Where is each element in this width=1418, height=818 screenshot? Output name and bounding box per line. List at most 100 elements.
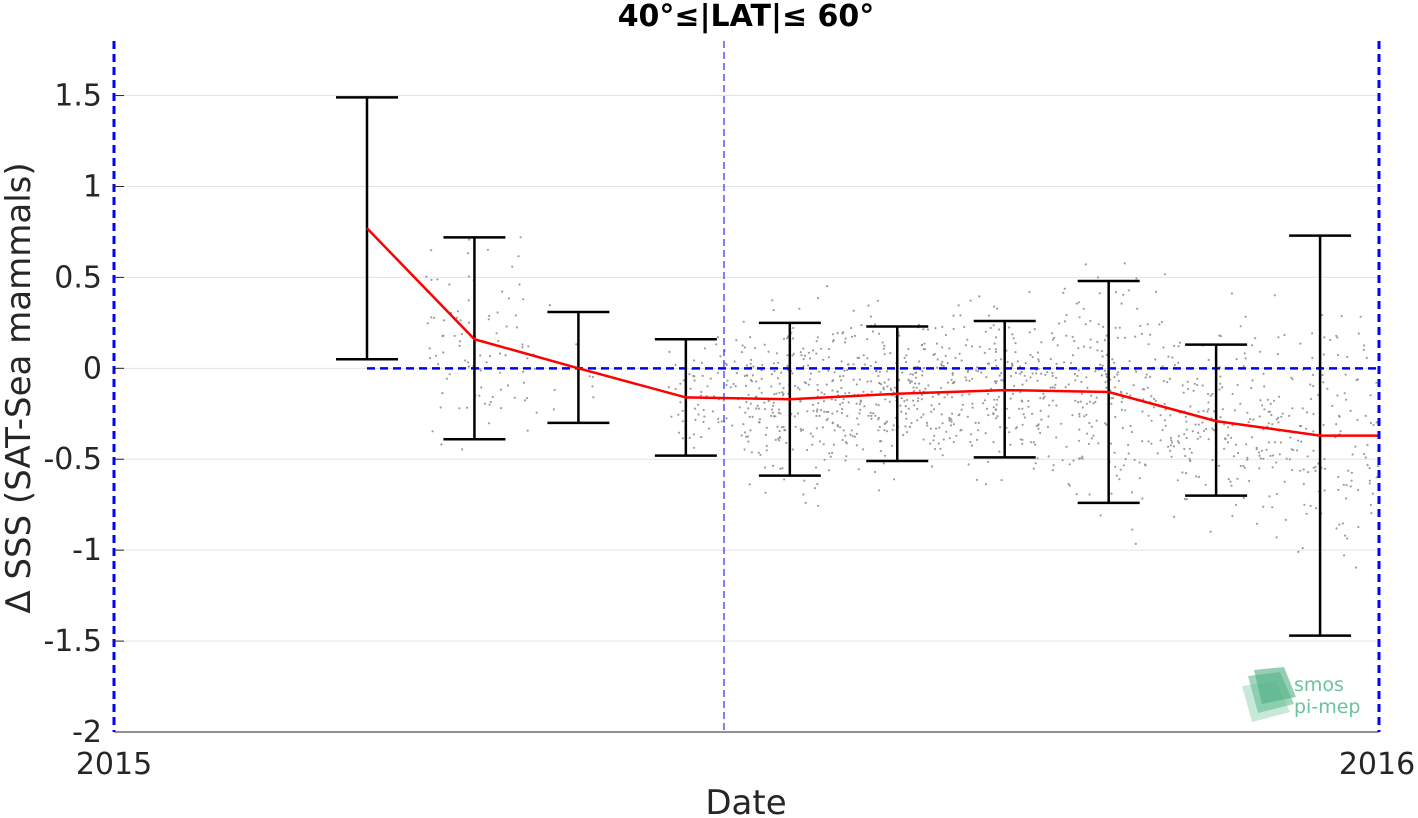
scatter-point — [751, 374, 755, 377]
scatter-point — [1099, 363, 1102, 366]
scatter-point — [461, 448, 464, 451]
scatter-point — [862, 354, 865, 357]
scatter-point — [1254, 337, 1257, 340]
scatter-point — [1161, 365, 1164, 368]
scatter-point — [1149, 375, 1152, 378]
scatter-point — [833, 429, 836, 432]
scatter-point — [682, 379, 685, 382]
scatter-point — [1055, 436, 1058, 439]
scatter-point — [1082, 307, 1085, 310]
scatter-point — [944, 333, 948, 337]
scatter-point — [1021, 442, 1024, 445]
scatter-point — [743, 431, 747, 434]
scatter-point — [844, 441, 848, 444]
scatter-point — [1270, 413, 1273, 417]
scatter-point — [984, 483, 988, 486]
scatter-point — [430, 249, 433, 252]
scatter-point — [826, 285, 829, 288]
scatter-point — [941, 360, 944, 363]
scatter-point — [707, 427, 711, 430]
scatter-point — [1323, 489, 1326, 492]
scatter-point — [1152, 406, 1155, 409]
scatter-point — [877, 416, 881, 419]
scatter-point — [763, 401, 766, 404]
scatter-point — [1089, 400, 1092, 403]
scatter-point — [488, 403, 491, 406]
scatter-point — [430, 316, 433, 319]
scatter-point — [994, 350, 998, 353]
scatter-point — [468, 238, 471, 241]
scatter-point — [1211, 459, 1214, 462]
scatter-point — [1102, 325, 1105, 328]
scatter-point — [940, 364, 943, 367]
scatter-point — [803, 479, 806, 482]
scatter-point — [856, 417, 859, 420]
scatter-point — [1028, 331, 1031, 334]
scatter-point — [1213, 410, 1216, 413]
scatter-point — [1234, 443, 1238, 446]
scatter-point — [1135, 277, 1138, 280]
scatter-point — [1291, 468, 1294, 472]
scatter-point — [855, 402, 858, 405]
scatter-point — [830, 398, 833, 401]
scatter-point — [1124, 409, 1127, 412]
scatter-point — [943, 396, 946, 399]
scatter-point — [831, 451, 834, 455]
scatter-point — [825, 383, 828, 386]
scatter-point — [458, 344, 461, 347]
scatter-point — [844, 392, 847, 395]
scatter-point — [926, 421, 929, 424]
scatter-point — [758, 387, 761, 390]
scatter-point — [1188, 447, 1191, 450]
scatter-point — [1090, 425, 1093, 428]
scatter-point — [1052, 464, 1055, 467]
scatter-point — [970, 444, 974, 447]
scatter-point — [843, 369, 846, 372]
scatter-point — [1239, 402, 1242, 405]
scatter-point — [1000, 358, 1003, 361]
scatter-point — [677, 413, 680, 416]
scatter-point — [693, 446, 696, 449]
scatter-point — [706, 385, 709, 388]
scatter-point — [984, 432, 987, 435]
scatter-point — [781, 467, 784, 470]
scatter-point — [1027, 399, 1030, 402]
scatter-point — [936, 358, 939, 361]
scatter-point — [743, 374, 746, 378]
scatter-point — [745, 364, 749, 367]
scatter-point — [909, 373, 912, 376]
scatter-point — [1207, 358, 1210, 362]
scatter-point — [1053, 336, 1056, 339]
scatter-point — [842, 374, 845, 378]
scatter-point — [871, 330, 875, 333]
scatter-point — [1086, 386, 1089, 389]
scatter-point — [746, 374, 749, 377]
scatter-point — [507, 297, 511, 300]
scatter-point — [793, 415, 796, 418]
scatter-point — [1035, 372, 1038, 375]
scatter-point — [1323, 457, 1326, 461]
scatter-point — [941, 325, 944, 328]
scatter-point — [1060, 422, 1063, 425]
scatter-point — [1277, 416, 1280, 419]
scatter-point — [1292, 448, 1295, 452]
scatter-point — [1320, 313, 1324, 317]
scatter-point — [1258, 467, 1261, 470]
scatter-point — [1133, 458, 1136, 461]
scatter-point — [1243, 352, 1246, 355]
scatter-point — [1005, 426, 1008, 429]
smos-pi-mep-logo: smos pi-mep — [1242, 667, 1360, 722]
scatter-point — [841, 438, 844, 442]
scatter-point — [745, 435, 748, 438]
scatter-point — [1118, 326, 1121, 329]
scatter-point — [773, 370, 776, 373]
scatter-point — [904, 405, 907, 408]
scatter-point — [799, 427, 802, 431]
scatter-point — [1069, 361, 1073, 364]
scatter-point — [1031, 356, 1034, 359]
scatter-point — [922, 413, 925, 416]
scatter-point — [692, 433, 696, 436]
scatter-point — [1247, 421, 1250, 424]
scatter-point — [906, 398, 909, 402]
scatter-point — [1042, 392, 1045, 395]
